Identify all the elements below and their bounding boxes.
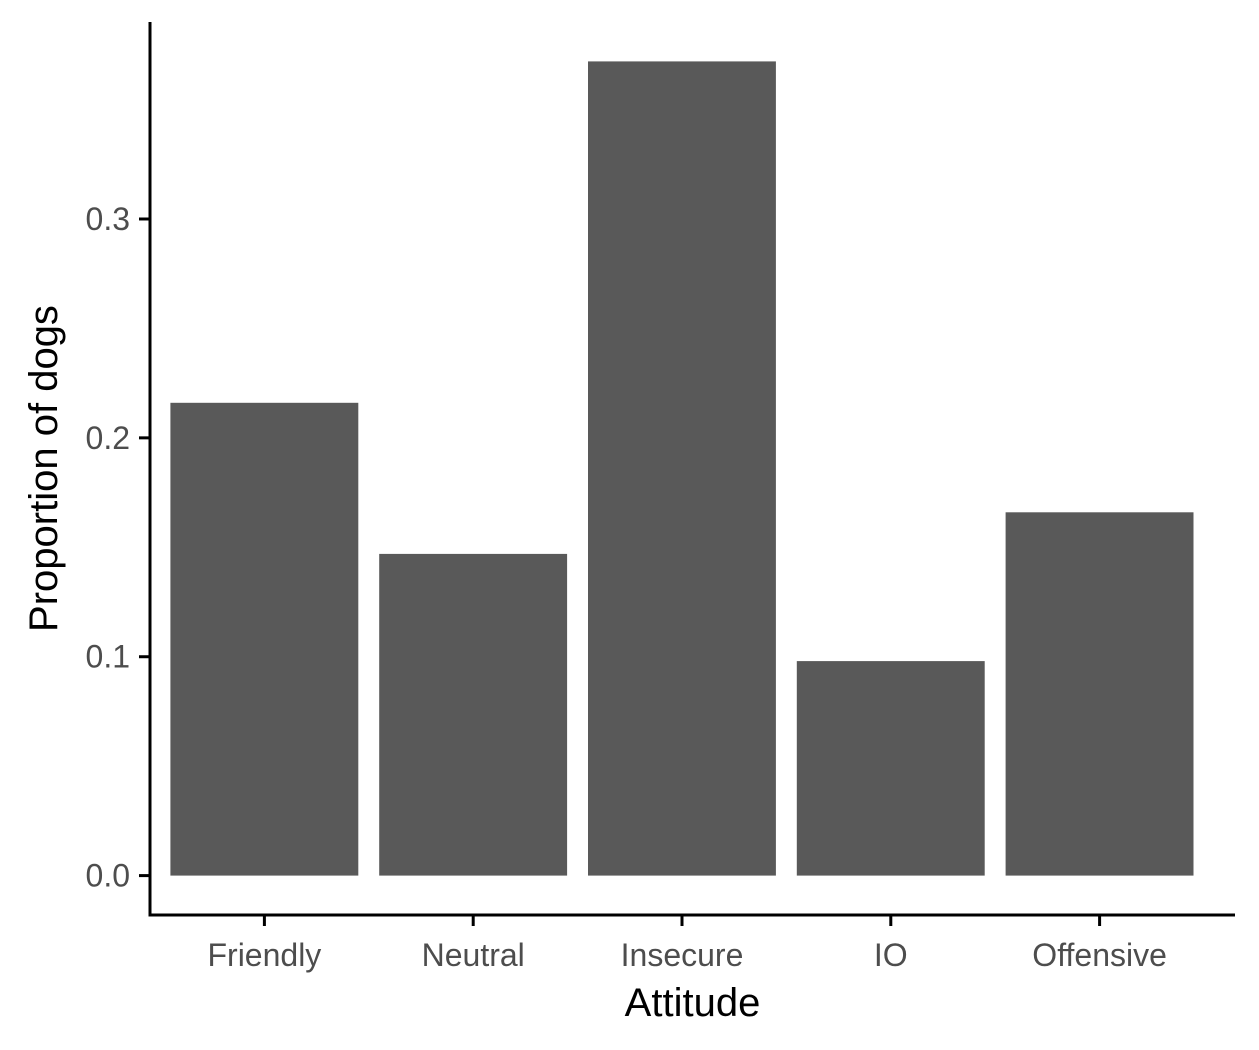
bar-io <box>796 661 985 876</box>
bar-insecure <box>588 61 776 876</box>
x-axis-title: Attitude <box>625 981 761 1025</box>
y-tick-label: 0.0 <box>86 858 130 894</box>
x-tick-label: IO <box>874 937 908 973</box>
bars-group <box>170 61 1194 876</box>
y-tick-label: 0.2 <box>86 420 130 456</box>
x-tick-label: Offensive <box>1032 937 1167 973</box>
x-tick-label: Friendly <box>207 937 321 973</box>
x-tick-label: Insecure <box>621 937 744 973</box>
bar-friendly <box>170 402 359 876</box>
x-tick-label: Neutral <box>422 937 525 973</box>
y-tick-label: 0.1 <box>86 639 130 675</box>
bar-neutral <box>379 553 568 876</box>
y-axis-ticks: 0.0 0.1 0.2 0.3 <box>86 201 150 894</box>
y-axis-title: Proportion of dogs <box>22 305 66 632</box>
bar-offensive <box>1005 512 1194 876</box>
y-tick-label: 0.3 <box>86 201 130 237</box>
x-axis-ticks: Friendly Neutral Insecure IO Offensive <box>207 915 1167 973</box>
